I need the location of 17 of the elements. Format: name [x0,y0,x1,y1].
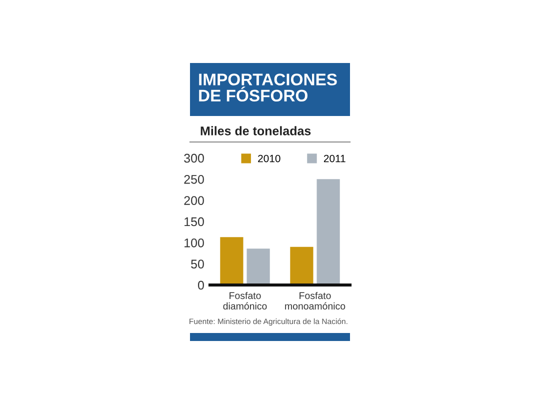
y-tick-label: 300 [184,154,204,163]
legend-label: 2011 [324,154,346,162]
x-tick-label: Fosfato diamónico [223,292,267,310]
y-tick-label: 250 [184,174,204,184]
bar [246,248,270,285]
y-tick-label: 0 [198,280,204,290]
y-tick-label: 150 [184,217,204,226]
chart-title: IMPORTACIONES DE FÓSFORO [199,74,337,102]
bar [316,179,340,285]
y-tick-label: 50 [191,260,204,268]
y-tick-label: 100 [184,238,204,248]
y-axis-title: Miles de toneladas [200,126,311,136]
legend-label: 2010 [258,154,280,162]
bar [220,237,244,285]
x-tick-label: Fosfato monoamónico [285,292,346,310]
y-tick-label: 200 [184,196,204,205]
bar [290,246,314,285]
